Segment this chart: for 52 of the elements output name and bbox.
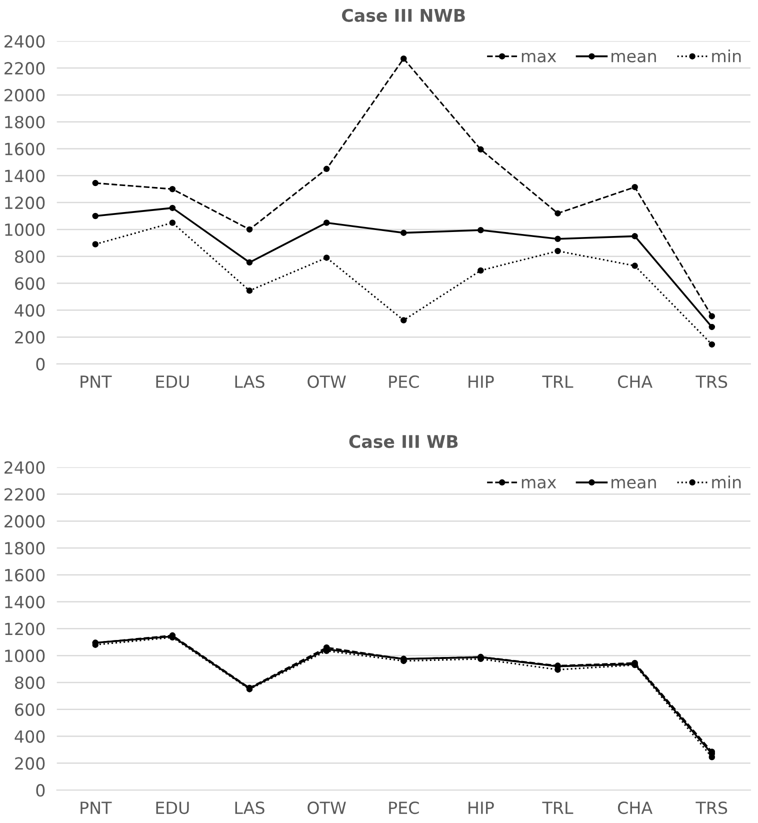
y-tick-label: 2000: [4, 515, 45, 528]
x-tick-label: CHA: [618, 375, 652, 388]
y-tick-label: 800: [15, 676, 45, 690]
x-tick-label: TRL: [542, 376, 574, 388]
x-tick-label: EDU: [156, 802, 189, 814]
y-tick-label: 1400: [5, 170, 45, 182]
chart-title: Case III NWB: [342, 8, 465, 22]
legend-label: min: [712, 476, 741, 488]
legend-label: max: [522, 478, 556, 488]
y-tick-label: 1800: [5, 542, 45, 555]
y-tick-label: 1400: [5, 596, 45, 608]
x-tick-label: HIP: [468, 802, 494, 814]
x-tick-label: TRS: [696, 375, 728, 388]
x-tick-label: EDU: [156, 376, 189, 388]
y-tick-label: 1600: [5, 568, 45, 582]
x-tick-label: PEC: [389, 801, 419, 814]
x-tick-label: TRL: [542, 802, 574, 814]
x-tick-label: TRS: [696, 801, 728, 814]
legend-label: max: [522, 52, 556, 62]
x-tick-label: LAS: [235, 375, 264, 388]
y-tick-label: 1200: [5, 196, 45, 210]
y-tick-label: 200: [15, 757, 45, 770]
legend-label: min: [712, 49, 741, 62]
y-tick-label: 0: [36, 358, 45, 371]
x-tick-label: OTW: [308, 801, 346, 814]
y-tick-label: 400: [14, 730, 45, 743]
x-tick-label: PEC: [389, 375, 419, 388]
y-tick-label: 600: [15, 277, 45, 290]
y-tick-label: 1800: [5, 116, 45, 128]
y-tick-label: 1600: [5, 142, 45, 156]
legend-label: mean: [612, 478, 656, 488]
y-tick-label: 1000: [5, 650, 45, 662]
x-tick-label: OTW: [308, 375, 346, 388]
y-tick-label: 2000: [4, 88, 45, 102]
x-tick-label: LAS: [235, 801, 264, 814]
x-tick-label: HIP: [468, 376, 494, 388]
y-tick-label: 600: [15, 703, 45, 716]
x-tick-label: CHA: [618, 801, 652, 814]
x-tick-label: PNT: [80, 376, 112, 388]
y-tick-label: 2400: [4, 461, 45, 474]
y-tick-label: 200: [15, 331, 45, 344]
y-tick-label: 2200: [4, 488, 45, 501]
x-tick-label: PNT: [80, 802, 112, 814]
y-tick-label: 2400: [4, 35, 45, 48]
legend-label: mean: [612, 52, 656, 62]
y-tick-label: 400: [14, 304, 45, 317]
chart-title: Case III WB: [349, 434, 458, 448]
y-tick-label: 1000: [5, 223, 45, 236]
y-tick-label: 800: [15, 250, 45, 263]
y-tick-label: 2200: [4, 62, 45, 75]
y-tick-label: 1200: [5, 622, 45, 636]
y-tick-label: 0: [36, 784, 45, 797]
